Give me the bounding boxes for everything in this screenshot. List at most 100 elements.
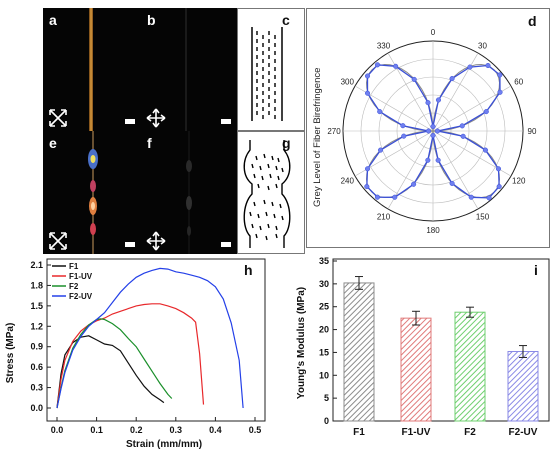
polar-point <box>425 100 431 106</box>
y-tick-label: 10 <box>319 370 329 380</box>
stress-strain-chart: Stress (MPa) Strain (mm/mm) 0.0 0.1 0.2 0.3… <box>5 258 266 450</box>
schematic-c: c <box>237 8 305 131</box>
polar-point <box>496 183 502 190</box>
panel-label-c: c <box>282 12 290 28</box>
panel-label-h: h <box>244 262 253 278</box>
fiber-dash <box>267 223 270 229</box>
polar-angle-label: 180 <box>426 226 440 235</box>
bar-f2-uv <box>507 351 539 422</box>
fiber-dash <box>261 175 264 181</box>
panel-label-d: d <box>528 13 537 29</box>
fiber-dash <box>255 155 258 161</box>
fiber-dash <box>259 165 262 171</box>
polar-point <box>364 166 371 172</box>
x-tick-label: F1-UV <box>402 427 431 438</box>
polar-angle-label: 240 <box>341 177 355 186</box>
polar-point <box>425 157 431 163</box>
fiber-dash <box>269 173 272 179</box>
panel-label-b: b <box>147 12 156 28</box>
fiber-dash <box>275 165 278 171</box>
legend-label: F2 <box>69 282 79 291</box>
polar-point <box>430 132 436 139</box>
bar-f1-uv <box>400 317 432 422</box>
x-tick-label: 0.3 <box>170 425 183 435</box>
y-tick-label: 35 <box>319 256 329 266</box>
fiber-dash <box>263 153 266 159</box>
polar-point <box>495 166 502 172</box>
fiber-dash <box>271 201 274 207</box>
polar-ylabel: Grey Level of Fiber Birefringence <box>312 68 323 207</box>
fiber-dash <box>265 211 268 217</box>
polar-angle-label: 90 <box>528 127 537 136</box>
micrograph-e: e <box>43 131 143 254</box>
micrograph-b: b <box>141 8 239 131</box>
polar-point <box>364 73 371 79</box>
polar-angle-label: 150 <box>476 213 490 222</box>
polar-point <box>449 180 455 186</box>
polar-point <box>483 109 489 115</box>
fiber-dash <box>277 157 280 163</box>
polar-angle-label: 0 <box>431 28 436 37</box>
series-line-f1 <box>56 335 165 409</box>
panel-label-e: e <box>49 135 57 151</box>
y-tick-label: 0.0 <box>30 403 43 413</box>
scale-bar <box>125 242 135 247</box>
polar-point <box>393 63 399 69</box>
polar-angle-label: 270 <box>327 127 341 136</box>
polar-point <box>378 147 384 153</box>
fiber-dash <box>281 167 284 173</box>
polar-point <box>364 90 371 96</box>
polar-point <box>425 128 432 134</box>
legend-label: F1 <box>69 262 79 271</box>
fiber-dash <box>257 213 260 219</box>
polar-point <box>460 133 466 139</box>
polar-panel-d-frame: d Grey Level of Fiber Birefringence 0 30 6… <box>306 8 550 248</box>
y-tick-label: 0.9 <box>30 342 43 352</box>
y-tick-label: 15 <box>319 347 329 357</box>
polar-point <box>400 123 406 129</box>
crossed-polarizer-icon <box>49 232 67 250</box>
fiber-dash <box>267 163 270 169</box>
legend-label: F2-UV <box>69 292 93 301</box>
x-tick-label: F2-UV <box>509 427 538 438</box>
polar-point <box>468 194 474 200</box>
x-tick-label: F1 <box>353 427 365 438</box>
fiber-dash <box>267 185 270 191</box>
fiber-dash <box>249 211 252 217</box>
polar-point <box>482 147 488 153</box>
fiber-dash <box>265 235 268 241</box>
series-line-f2 <box>56 318 173 409</box>
y-tick-label: 30 <box>319 279 329 289</box>
stress-strain-xlabel: Strain (mm/mm) <box>126 439 202 450</box>
fiber-dash <box>259 225 262 231</box>
bar-f1 <box>343 282 375 422</box>
polar-angle-label: 60 <box>514 78 523 87</box>
fiber-dash <box>251 163 254 169</box>
polar-point <box>392 194 398 200</box>
polar-angle-label: 210 <box>377 213 391 222</box>
micrograph-a: a <box>43 8 143 131</box>
polar-point <box>411 76 417 82</box>
beaded-fiber-schematic <box>243 140 291 248</box>
polar-angle-label: 30 <box>478 41 487 50</box>
y-tick-label: 20 <box>319 325 329 335</box>
polar-point <box>430 123 436 130</box>
polar-point <box>485 62 491 69</box>
x-tick-label: 0.5 <box>249 425 262 435</box>
x-tick-label: 0.0 <box>51 425 64 435</box>
y-tick-label: 0 <box>324 416 329 426</box>
y-tick-label: 1.2 <box>30 321 43 331</box>
panel-label-f: f <box>147 135 152 151</box>
polar-point <box>435 97 442 103</box>
bar-f2 <box>454 311 486 422</box>
series-line-f2-uv <box>56 267 244 409</box>
y-tick-label: 1.5 <box>30 301 43 311</box>
y-tick-label: 2.1 <box>30 260 43 270</box>
modulus-bar-chart: Young's Modulus (MPa) 0 5 10 15 20 25 30 35 F1 F… <box>296 256 550 438</box>
fiber-dash <box>253 201 256 207</box>
panel-label-g: g <box>282 135 291 151</box>
parallel-polarizer-icon <box>146 231 166 251</box>
x-tick-label: 0.1 <box>90 425 103 435</box>
series-line-f1-uv <box>56 303 205 409</box>
fiber-dash <box>253 173 256 179</box>
